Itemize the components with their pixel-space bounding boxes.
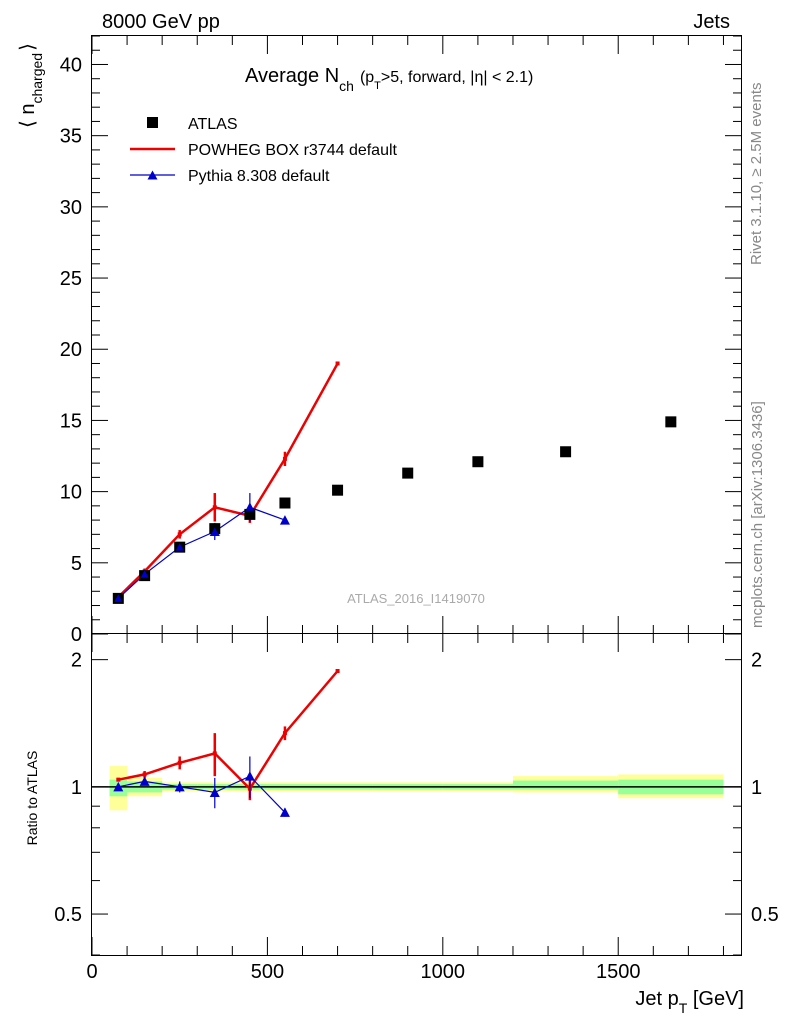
ratio-pythia-point <box>174 781 185 792</box>
x-tick-label: 500 <box>251 961 284 983</box>
header-beam-label: 8000 GeV pp <box>102 11 220 33</box>
main-y-tick-label: 25 <box>60 268 82 290</box>
main-y-tick-label: 30 <box>60 197 82 219</box>
chart-title: Average Nch (pT>5, forward, |η| < 2.1) <box>245 65 533 94</box>
ratio-powheg-point <box>116 777 121 782</box>
legend-powheg-label: POWHEG BOX r3744 default <box>188 142 398 159</box>
ratio-powheg-point <box>142 772 147 777</box>
atlas-point <box>402 467 414 479</box>
pythia-point-overlay <box>245 503 254 511</box>
pythia-point-overlay <box>210 527 219 535</box>
legend-atlas-marker <box>147 117 158 128</box>
series-powheg-line <box>117 362 339 598</box>
atlas-point <box>472 456 484 468</box>
ratio-y-tick-label: 2 <box>71 650 82 672</box>
pythia-point-overlay <box>280 516 289 524</box>
ratio-pythia-line <box>118 775 286 813</box>
ratio-pythia-point <box>113 781 124 792</box>
main-y-axis-label: ⟨ ncharged⟩ <box>17 43 45 128</box>
ratio-y-tick-label: 1 <box>71 777 82 799</box>
main-y-tick-label: 15 <box>60 410 82 432</box>
ratio-pythia-point <box>279 807 290 817</box>
legend-pythia-label: Pythia 8.308 default <box>188 168 330 185</box>
pythia-point-overlay <box>140 570 149 578</box>
ratio-pythia-point <box>139 776 150 786</box>
ratio-band-inner <box>512 780 619 790</box>
main-y-tick-label: 0 <box>71 624 82 646</box>
powheg-point <box>335 361 340 366</box>
mcplots-side-label: mcplots.cern.ch [arXiv:1306.3436] <box>749 401 766 628</box>
main-y-tick-label: 10 <box>60 482 82 504</box>
powheg-point <box>212 505 217 510</box>
ratio-pythia-point <box>209 787 220 797</box>
main-panel-series <box>112 361 677 604</box>
ratio-panel-series <box>113 669 340 817</box>
atlas-point <box>665 416 677 428</box>
legend: ATLAS POWHEG BOX r3744 default Pythia 8.… <box>130 116 398 185</box>
x-tick-label: 1000 <box>421 961 466 983</box>
header-category-label: Jets <box>693 11 730 33</box>
ratio-y-axis-label: Ratio to ATLAS <box>24 751 40 846</box>
ratio-y-tick-label-right: 1 <box>751 777 762 799</box>
atlas-point <box>244 508 256 520</box>
ratio-y-tick-label-right: 2 <box>751 650 762 672</box>
legend-pythia-marker <box>147 170 158 180</box>
rivet-side-label: Rivet 3.1.10, ≥ 2.5M events <box>748 83 765 266</box>
analysis-watermark: ATLAS_2016_I1419070 <box>347 591 485 606</box>
main-y-tick-label: 5 <box>71 553 82 575</box>
ratio-powheg-point <box>212 751 217 756</box>
atlas-point <box>279 497 291 509</box>
ratio-y-tick-label-right: 0.5 <box>751 904 779 926</box>
main-panel-ticks: 0 5 10 15 20 25 30 35 40 <box>60 35 741 646</box>
pythia-point-overlay <box>175 543 184 551</box>
ratio-powheg-point <box>335 669 340 674</box>
main-y-tick-label: 35 <box>60 126 82 148</box>
ratio-y-tick-label: 0.5 <box>54 904 82 926</box>
series-pythia-line <box>117 506 286 599</box>
ratio-pythia-point <box>244 771 255 781</box>
atlas-point <box>332 484 344 496</box>
pythia-point-overlay <box>114 594 123 602</box>
main-y-tick-label: 20 <box>60 339 82 361</box>
atlas-point <box>560 446 572 458</box>
x-axis-label: Jet pT [GeV] <box>635 988 744 1016</box>
powheg-point <box>177 532 182 537</box>
legend-atlas-label: ATLAS <box>188 116 238 133</box>
ratio-panel-frame <box>91 633 742 956</box>
ratio-powheg-point <box>177 760 182 765</box>
ratio-powheg-line <box>118 670 339 791</box>
ratio-panel-ticks: 0.5 0.5 1 1 2 2 0 500 1000 1500 <box>54 634 779 983</box>
main-y-tick-label: 40 <box>60 54 82 76</box>
x-tick-label: 0 <box>86 961 97 983</box>
ratio-powheg-point <box>282 731 287 736</box>
powheg-point <box>282 456 287 461</box>
x-tick-label: 1500 <box>596 961 641 983</box>
